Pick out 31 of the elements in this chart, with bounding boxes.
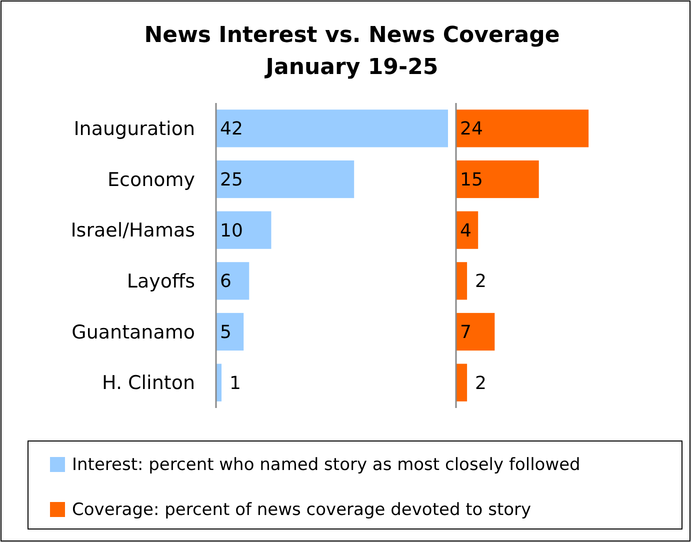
data-label: 42	[220, 118, 243, 140]
y-tick-label: Guantanamo	[72, 321, 195, 344]
chart-title: News Interest vs. News Coverage	[144, 23, 560, 48]
data-label: 2	[475, 271, 486, 292]
data-label: 6	[220, 271, 232, 292]
chart-subtitle: January 19-25	[264, 55, 438, 80]
bar	[216, 211, 272, 249]
data-label: 2	[475, 372, 486, 394]
bar	[456, 110, 589, 148]
data-label: 24	[460, 118, 483, 140]
data-label: 4	[460, 220, 472, 242]
data-label: 7	[460, 322, 472, 344]
y-tick-label: H. Clinton	[102, 372, 195, 394]
data-label: 25	[220, 170, 243, 191]
data-label: 5	[220, 322, 232, 344]
y-tick-label: Layoffs	[126, 270, 195, 293]
bar	[216, 262, 250, 300]
data-label: 15	[460, 170, 483, 191]
bar	[456, 364, 468, 402]
bar	[456, 262, 468, 300]
y-tick-label: Economy	[108, 168, 195, 191]
legend-label: Interest: percent who named story as most closely followed	[72, 454, 580, 475]
bar	[456, 160, 539, 198]
data-label: 10	[220, 220, 243, 242]
y-tick-label: Israel/Hamas	[70, 220, 195, 242]
data-label: 1	[230, 372, 241, 394]
legend-label: Coverage: percent of news coverage devoted to story	[72, 500, 532, 520]
bar	[216, 110, 448, 148]
y-tick-label: Inauguration	[74, 118, 195, 140]
bar	[216, 160, 354, 198]
bar	[456, 312, 495, 351]
